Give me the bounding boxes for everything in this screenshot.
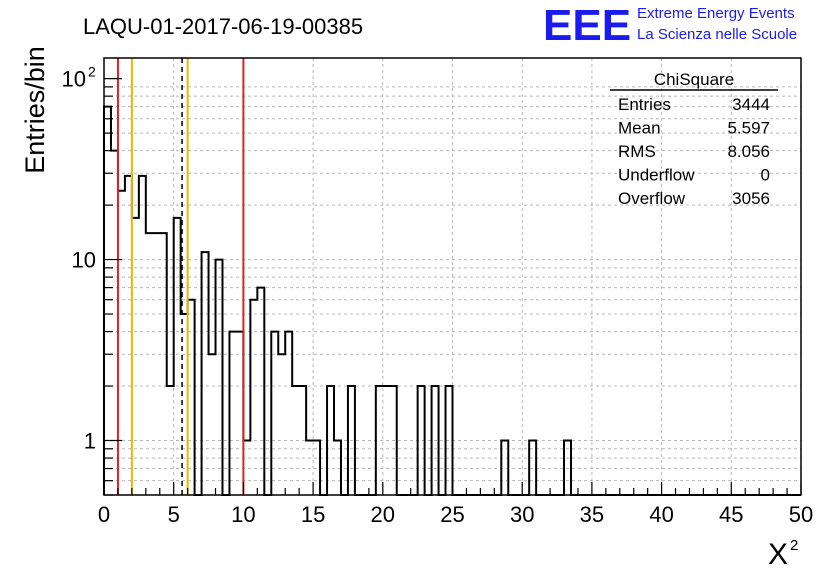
x-tick-label-2: 10 (231, 502, 255, 527)
histogram-bin-30 (313, 441, 320, 495)
x-tick-label-9: 45 (719, 502, 743, 527)
y-axis-label: Entries/bin (20, 46, 50, 174)
histogram-bin-16 (216, 260, 223, 495)
stats-row-label-3: Underflow (618, 166, 695, 185)
histogram-bin-18 (229, 332, 236, 495)
stats-row-label-0: Entries (618, 95, 671, 114)
stats-box-title: ChiSquare (654, 70, 734, 89)
logo-line2: La Scienza nelle Scuole (637, 26, 797, 43)
histogram-bin-21 (250, 300, 257, 495)
stats-row-value-3: 0 (761, 166, 770, 185)
x-tick-label-7: 35 (580, 502, 604, 527)
histogram-bin-5 (139, 176, 146, 495)
histogram-bin-22 (257, 288, 264, 495)
histogram-bin-19 (236, 332, 243, 495)
histogram-bin-47 (432, 386, 439, 495)
histogram-bin-49 (446, 386, 453, 495)
y-tick-label-exponent-2: 2 (88, 64, 96, 80)
stats-row-value-0: 3444 (732, 95, 770, 114)
stats-row-value-1: 5.597 (727, 119, 770, 138)
histogram-bin-33 (334, 441, 341, 495)
histogram-bin-0 (104, 107, 111, 495)
histogram-bin-27 (292, 386, 299, 495)
histogram-bin-2 (118, 191, 125, 495)
y-tick-label-0: 1 (84, 429, 96, 454)
histogram-bin-45 (418, 386, 425, 495)
chart-title: LAQU-01-2017-06-19-00385 (83, 14, 363, 39)
eee-logo: EEE Extreme Energy Events La Scienza nel… (543, 1, 797, 50)
histogram-bin-32 (327, 386, 334, 495)
histogram-bin-8 (160, 233, 167, 495)
histogram-bin-25 (278, 354, 285, 495)
histogram-bin-4 (132, 218, 139, 495)
histogram-bin-10 (174, 218, 181, 495)
x-tick-label-8: 40 (649, 502, 673, 527)
histogram-bin-66 (564, 441, 571, 495)
x-axis-label: X 2 (768, 537, 798, 571)
histogram-bin-26 (285, 332, 292, 495)
histogram-bin-41 (390, 386, 397, 495)
histogram-bin-40 (383, 386, 390, 495)
histogram-bin-24 (271, 332, 278, 495)
histogram-bin-61 (529, 441, 536, 495)
histogram-bin-6 (146, 233, 153, 495)
histogram-bin-20 (243, 441, 250, 495)
stats-row-label-4: Overflow (618, 189, 686, 208)
y-tick-label-1: 10 (72, 248, 96, 273)
x-tick-label-3: 15 (301, 502, 325, 527)
stats-row-label-1: Mean (618, 119, 661, 138)
logo-line1: Extreme Energy Events (637, 5, 795, 22)
x-axis-label-superscript: 2 (790, 537, 798, 554)
histogram-bin-7 (153, 233, 160, 495)
x-tick-label-0: 0 (98, 502, 110, 527)
x-axis-label-text: X (768, 538, 788, 571)
logo-mark: EEE (543, 1, 631, 50)
histogram-bin-39 (376, 386, 383, 495)
histogram-bin-9 (167, 386, 174, 495)
histogram-bin-28 (299, 386, 306, 495)
x-tick-label-1: 5 (168, 502, 180, 527)
stats-row-label-2: RMS (618, 142, 656, 161)
histogram-bin-12 (188, 300, 195, 495)
stats-box: ChiSquare Entries 3444 Mean 5.597 RMS 8.056 Un… (610, 70, 778, 208)
y-tick-label-2: 10 (62, 67, 86, 92)
histogram-bin-1 (111, 151, 118, 495)
x-tick-label-5: 25 (440, 502, 464, 527)
stats-row-value-2: 8.056 (727, 142, 770, 161)
x-tick-label-10: 50 (789, 502, 813, 527)
stats-row-value-4: 3056 (732, 189, 770, 208)
stats-box-rows: Entries 3444 Mean 5.597 RMS 8.056 Underflow 0 Ov… (618, 95, 770, 208)
histogram-bin-3 (125, 176, 132, 495)
x-tick-label-6: 30 (510, 502, 534, 527)
histogram-bin-14 (202, 252, 209, 495)
histogram-bin-29 (306, 441, 313, 495)
histogram-bin-57 (501, 441, 508, 495)
x-tick-label-4: 20 (371, 502, 395, 527)
cut-lines (116, 58, 245, 495)
histogram-bin-35 (348, 386, 355, 495)
histogram-bin-15 (209, 354, 216, 495)
